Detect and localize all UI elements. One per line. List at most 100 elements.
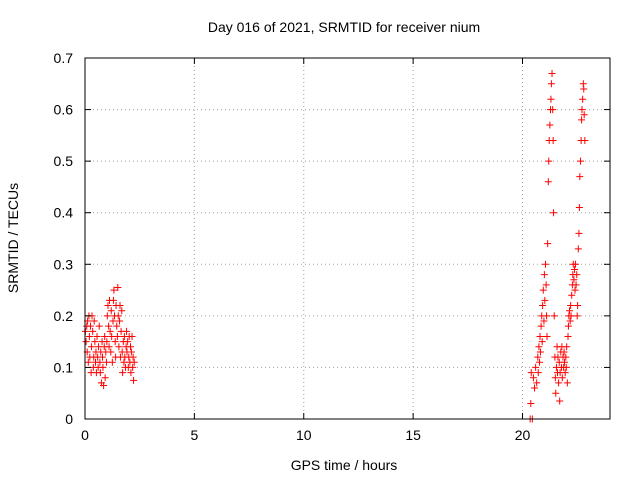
data-point bbox=[96, 358, 104, 366]
data-point bbox=[103, 338, 111, 346]
y-tick-label: 0.3 bbox=[54, 256, 74, 272]
y-tick-label: 0.4 bbox=[54, 205, 74, 221]
y-tick-labels: 0 0.1 0.2 0.3 0.4 0.5 0.6 0.7 bbox=[54, 50, 74, 427]
data-point bbox=[129, 353, 137, 361]
data-point bbox=[572, 281, 580, 289]
data-point bbox=[108, 358, 116, 366]
data-point bbox=[543, 332, 551, 340]
data-point bbox=[574, 245, 582, 253]
data-point bbox=[128, 332, 136, 340]
data-point bbox=[542, 281, 550, 289]
data-point bbox=[541, 260, 549, 268]
data-point bbox=[109, 296, 117, 304]
data-point bbox=[578, 106, 586, 114]
data-point bbox=[110, 286, 118, 294]
data-point bbox=[102, 358, 110, 366]
data-point bbox=[563, 343, 571, 351]
data-point bbox=[576, 173, 584, 181]
data-point bbox=[90, 317, 98, 325]
data-point bbox=[550, 312, 558, 320]
data-point bbox=[548, 69, 556, 77]
data-point bbox=[537, 322, 545, 330]
data-point bbox=[566, 307, 574, 315]
data-point bbox=[120, 358, 128, 366]
data-point bbox=[560, 348, 568, 356]
data-point bbox=[109, 317, 117, 325]
data-point bbox=[100, 381, 108, 389]
y-axis-label: SRMTID / TECUs bbox=[5, 183, 21, 293]
y-tick-label: 0.6 bbox=[54, 102, 74, 118]
data-point bbox=[544, 240, 552, 248]
data-point bbox=[561, 369, 569, 377]
data-point bbox=[566, 317, 574, 325]
data-point bbox=[568, 291, 576, 299]
data-point bbox=[529, 374, 537, 382]
data-point bbox=[550, 209, 558, 217]
data-point bbox=[543, 312, 551, 320]
data-point bbox=[580, 111, 588, 119]
data-point bbox=[575, 204, 583, 212]
data-point bbox=[527, 400, 535, 408]
data-point bbox=[567, 302, 575, 310]
x-tick-label: 20 bbox=[515, 427, 531, 443]
data-point bbox=[561, 358, 568, 366]
data-point bbox=[118, 307, 126, 315]
data-point bbox=[562, 363, 570, 371]
data-point bbox=[115, 343, 123, 351]
data-point bbox=[549, 106, 557, 114]
data-point bbox=[106, 327, 114, 335]
data-point bbox=[579, 95, 587, 103]
plot-frame bbox=[84, 57, 611, 420]
data-point bbox=[85, 332, 93, 340]
data-point bbox=[113, 332, 121, 340]
data-point bbox=[127, 369, 135, 377]
data-point bbox=[573, 271, 581, 279]
data-point bbox=[538, 338, 546, 346]
data-point bbox=[558, 374, 566, 382]
data-point bbox=[570, 276, 578, 284]
data-point bbox=[545, 157, 553, 165]
data-point bbox=[549, 137, 557, 145]
data-point bbox=[564, 332, 572, 340]
data-point bbox=[113, 322, 121, 330]
data-point bbox=[540, 271, 548, 279]
data-point bbox=[536, 358, 544, 366]
data-point bbox=[96, 369, 104, 377]
data-point bbox=[571, 265, 579, 273]
data-point bbox=[105, 343, 113, 351]
data-point bbox=[547, 95, 555, 103]
data-point bbox=[88, 343, 96, 351]
data-point bbox=[571, 286, 579, 294]
data-point bbox=[571, 260, 579, 268]
data-point bbox=[533, 379, 541, 387]
data-point bbox=[105, 322, 113, 330]
y-tick-label: 0.7 bbox=[54, 50, 74, 66]
data-point bbox=[127, 343, 134, 351]
data-point bbox=[567, 312, 575, 320]
data-point bbox=[114, 283, 122, 291]
data-point bbox=[575, 229, 583, 237]
data-point bbox=[123, 327, 131, 335]
x-axis-label: GPS time / hours bbox=[291, 457, 398, 473]
data-point bbox=[580, 85, 588, 93]
data-point bbox=[104, 302, 112, 310]
data-point bbox=[116, 302, 124, 310]
data-point bbox=[564, 322, 572, 330]
data-point bbox=[536, 348, 544, 356]
data-point bbox=[581, 137, 589, 145]
data-point bbox=[539, 286, 547, 294]
x-tick-labels: 0 5 10 15 20 bbox=[81, 427, 530, 443]
x-tick-label: 5 bbox=[190, 427, 198, 443]
data-point bbox=[114, 312, 122, 320]
data-point bbox=[103, 312, 111, 320]
data-point bbox=[119, 369, 127, 377]
data-point bbox=[556, 397, 564, 405]
data-point bbox=[86, 322, 94, 330]
y-tick-label: 0.2 bbox=[54, 308, 74, 324]
data-point bbox=[127, 348, 135, 356]
data-point bbox=[84, 358, 92, 366]
data-point bbox=[531, 384, 539, 392]
data-point bbox=[574, 302, 582, 310]
x-tick-label: 0 bbox=[81, 427, 89, 443]
data-point bbox=[534, 353, 542, 361]
